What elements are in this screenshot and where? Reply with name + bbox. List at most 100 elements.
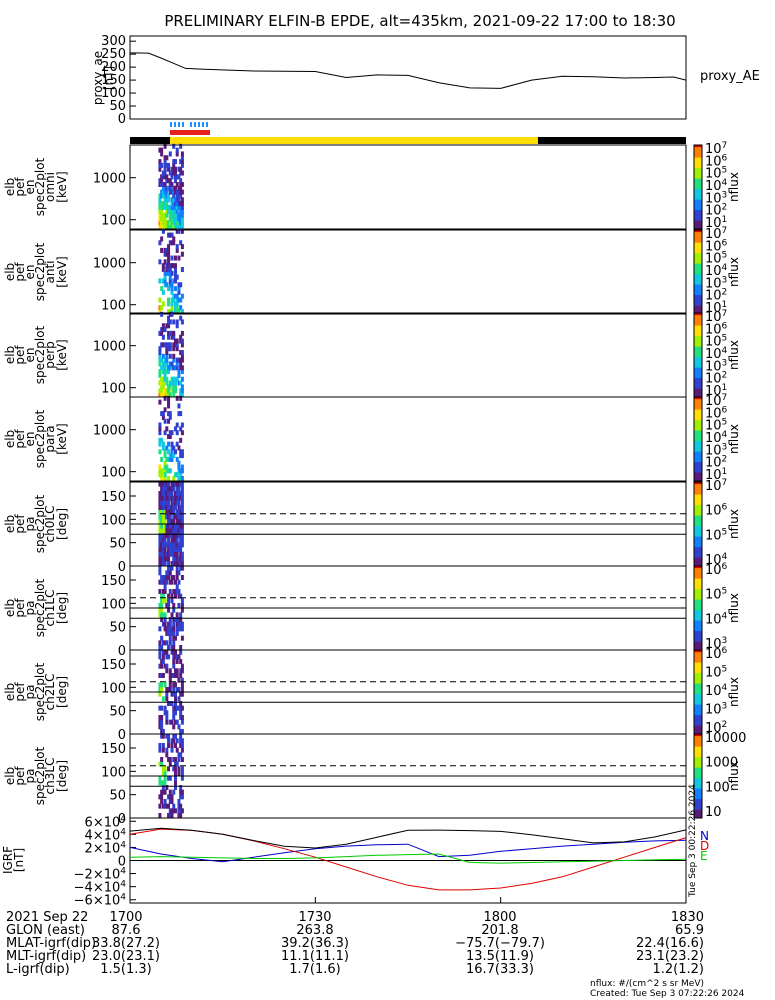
- pitch-angle-pixel: [175, 621, 179, 627]
- colorbar-cell: [694, 276, 702, 279]
- spectrogram-pixel: [161, 278, 165, 284]
- colorbar-tick-label: 103: [705, 702, 727, 718]
- spectrogram-pixel: [167, 232, 171, 238]
- pitch-angle-pixel: [180, 523, 184, 529]
- pitch-angle-pixel: [180, 738, 184, 744]
- pitch-angle-pixel: [160, 780, 164, 786]
- pitch-angle-pixel: [173, 505, 177, 510]
- spectrogram-pixel: [177, 224, 181, 229]
- pa-ytick-label: 150: [101, 742, 126, 757]
- spectrogram-pixel: [163, 278, 167, 284]
- pitch-angle-pixel: [165, 603, 169, 608]
- spectrogram-pixel: [160, 182, 164, 187]
- spectrogram-pixel: [167, 330, 171, 336]
- colorbar-tick-label: 103: [705, 358, 727, 374]
- spectrogram-pixel: [161, 228, 165, 234]
- pitch-angle-pixel: [167, 500, 171, 506]
- spectrogram-pixel: [158, 309, 162, 314]
- colorbar-cell: [694, 801, 702, 804]
- colorbar-cell: [694, 272, 702, 275]
- spectrogram-pixel: [179, 338, 183, 344]
- pitch-angle-pixel: [161, 612, 165, 618]
- pitch-angle-pixel: [179, 673, 183, 678]
- spectrogram-pixel: [179, 224, 183, 229]
- pitch-angle-pixel: [160, 542, 164, 548]
- spectrogram-pixel: [167, 346, 171, 352]
- spectrogram-pixel: [170, 208, 174, 214]
- science-tick: [194, 122, 196, 127]
- pitch-angle-pixel: [168, 547, 172, 552]
- spectrogram-pixel: [158, 182, 162, 187]
- igrf-stamp: Tue Sep 3 00:22:26 2024: [688, 784, 698, 898]
- pitch-angle-pixel: [160, 724, 164, 730]
- pitch-angle-pixel: [180, 705, 184, 711]
- pitch-angle-pixel: [167, 519, 171, 524]
- colorbar-tick-label: 102: [705, 288, 727, 304]
- pitch-angle-pixel: [179, 752, 183, 758]
- pitch-angle-pixel: [165, 509, 169, 515]
- pitch-angle-pixel: [172, 533, 176, 538]
- colorbar-cell: [694, 490, 702, 493]
- colorbar-cell: [694, 761, 702, 764]
- colorbar-cell: [694, 280, 702, 283]
- spectrogram-pixel: [168, 346, 172, 352]
- spectrogram-pixel: [170, 301, 174, 307]
- pitch-angle-pixel: [177, 724, 181, 730]
- colorbar-cell: [694, 476, 702, 480]
- spectrogram-pixel: [158, 437, 162, 443]
- pitch-angle-pixel: [168, 631, 172, 636]
- pitch-angle-pixel: [167, 537, 171, 543]
- spectrogram-pixel: [180, 369, 184, 375]
- spectrogram-pixel: [175, 323, 179, 329]
- colorbar-cell: [694, 673, 702, 676]
- colorbar-cell: [694, 538, 702, 542]
- colorbar-cell: [694, 234, 702, 237]
- spectrogram-pixel: [172, 240, 176, 246]
- footer-value: 39.2(36.3): [281, 936, 349, 951]
- pitch-angle-pixel: [158, 556, 162, 562]
- pitch-angle-pixel: [177, 803, 181, 809]
- spectrogram-pixel: [165, 247, 169, 253]
- colorbar-cell: [694, 759, 702, 762]
- pitch-angle-pixel: [172, 705, 176, 711]
- pitch-angle-pixel: [163, 579, 167, 585]
- colorbar-cell: [694, 559, 702, 563]
- spectrogram-pixel: [180, 244, 184, 250]
- spectrogram-pixel: [160, 162, 164, 168]
- pitch-angle-pixel: [161, 556, 165, 562]
- pitch-angle-pixel: [161, 766, 165, 772]
- spectrogram-pixel: [163, 449, 167, 455]
- spectrogram-pixel: [160, 147, 164, 153]
- spectrogram-pixel: [175, 319, 179, 325]
- spectrogram-pixel: [165, 197, 169, 203]
- colorbar-cell: [694, 401, 702, 404]
- spectrogram-pixel: [163, 365, 167, 371]
- colorbar-label: nflux: [727, 172, 741, 202]
- spectrogram-pixel: [180, 430, 184, 436]
- spectrogram-pixel: [180, 449, 184, 455]
- spectrogram-pixel: [165, 178, 169, 184]
- spectrogram-pixel: [180, 208, 184, 214]
- pitch-angle-pixel: [158, 673, 162, 678]
- pitch-angle-pixel: [161, 547, 165, 552]
- colorbar-cell: [694, 288, 702, 292]
- colorbar-cell: [694, 369, 702, 373]
- spectrogram-pixel: [172, 297, 176, 303]
- spectrogram-pixel: [167, 399, 171, 405]
- pitch-angle-pixel: [180, 514, 184, 520]
- pitch-angle-pixel: [167, 654, 171, 660]
- pitch-angle-pixel: [179, 537, 183, 543]
- colorbar-cell: [694, 580, 702, 584]
- spectrogram-pixel: [163, 430, 167, 436]
- pitch-angle-pixel: [165, 481, 169, 487]
- pitch-angle-pixel: [170, 626, 174, 632]
- spectrogram-pixel: [179, 170, 183, 176]
- pitch-angle-pixel: [177, 813, 181, 818]
- pitch-angle-pixel: [161, 505, 165, 510]
- colorbar-cell: [694, 434, 702, 438]
- pitch-angle-pixel: [179, 519, 183, 524]
- spectrogram-pixel: [180, 224, 184, 229]
- colorbar-cell: [694, 746, 702, 750]
- spectrogram-pixel: [180, 464, 184, 470]
- spectrogram-pixel: [179, 212, 183, 218]
